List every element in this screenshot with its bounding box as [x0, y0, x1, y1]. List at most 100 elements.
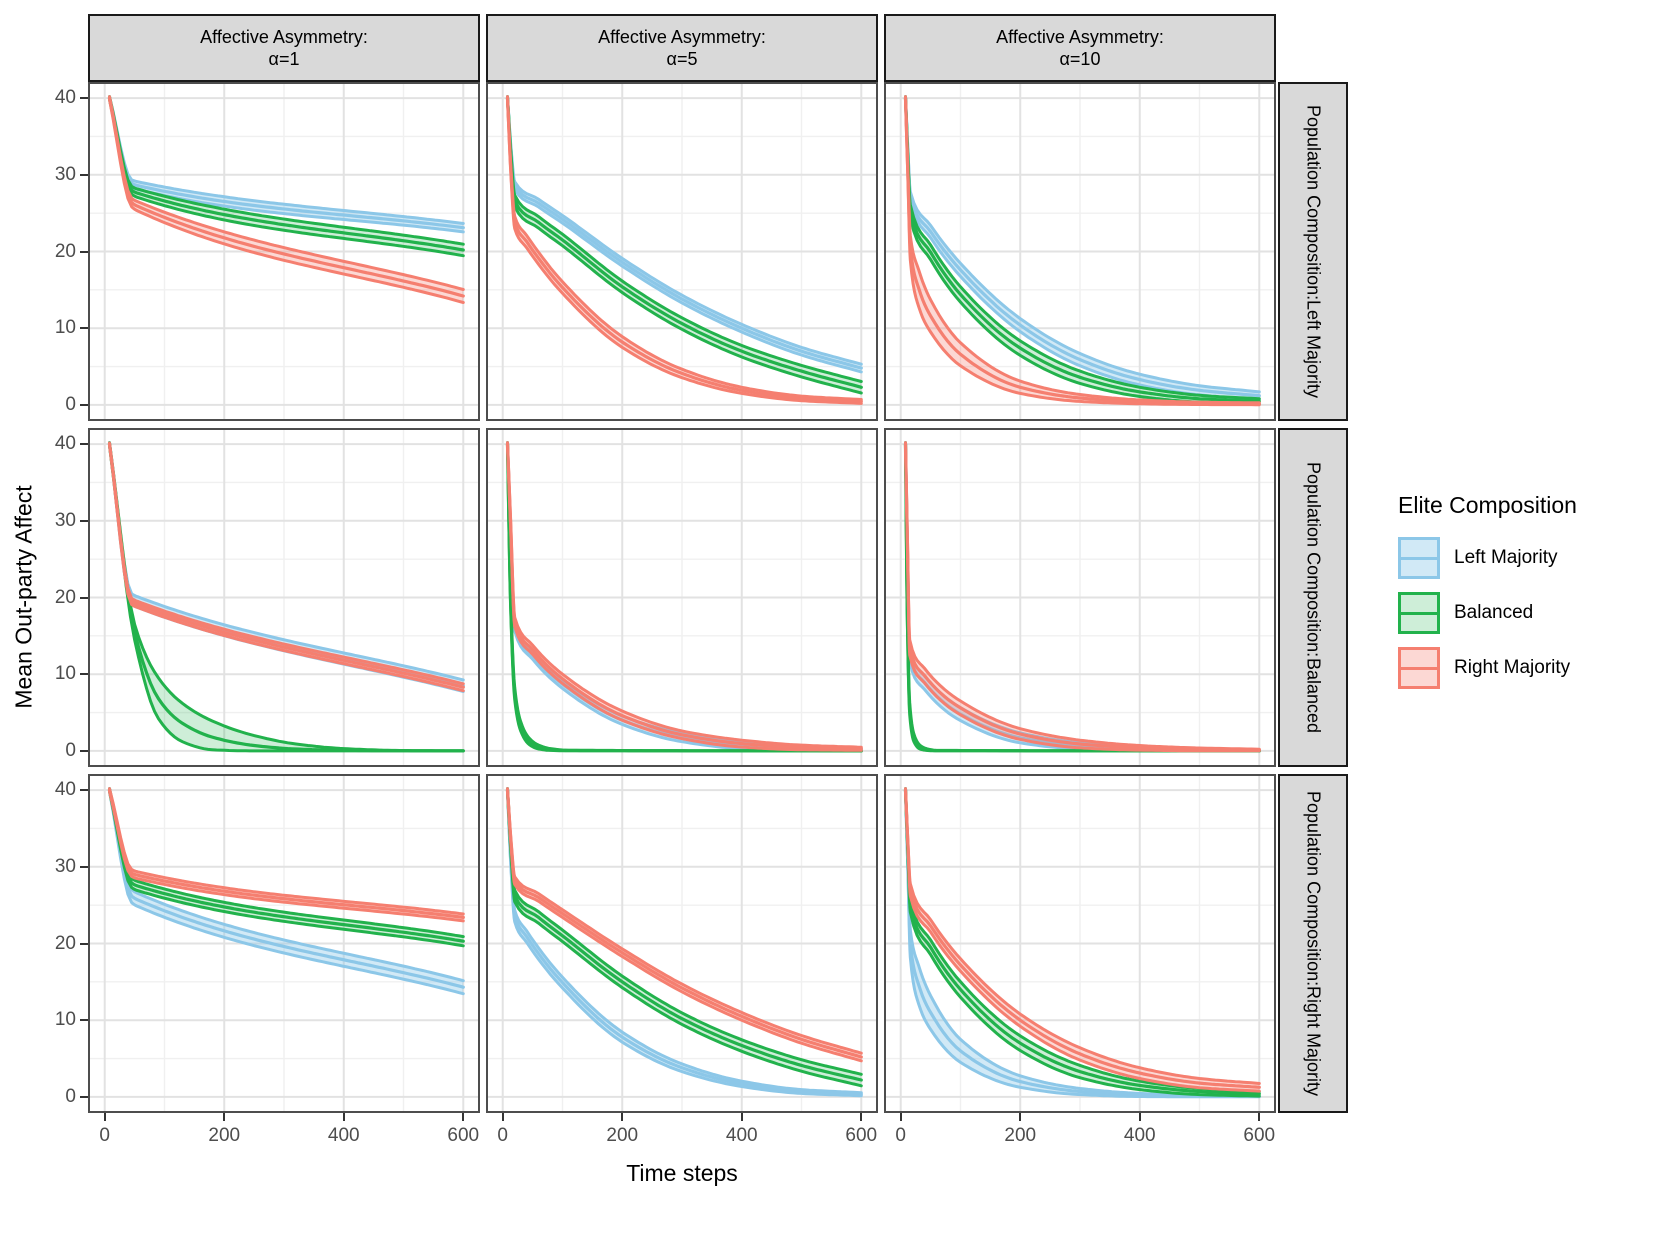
- x-tick-mark: [223, 1113, 226, 1121]
- series-right: [107, 787, 465, 923]
- series-right: [505, 787, 863, 1063]
- series-right: [505, 95, 863, 405]
- y-tick-label: 30: [54, 509, 76, 531]
- panel-r1-c1: [486, 428, 878, 767]
- panel-r0-c2: [884, 82, 1276, 421]
- legend-keyline: [1401, 666, 1437, 670]
- y-tick-label: 20: [54, 932, 76, 954]
- facet-row-strip-left-majority: Population Composition: Left Majority: [1278, 82, 1348, 421]
- y-tick-mark: [80, 97, 88, 100]
- facet-col-strip-line1: Affective Asymmetry:: [996, 26, 1164, 47]
- panel-r2-c0: [88, 774, 480, 1113]
- legend-label: Balanced: [1454, 602, 1534, 623]
- panel-r1-c2: [884, 428, 1276, 767]
- legend-item-right-majority: Right Majority: [1398, 647, 1658, 689]
- legend-keyline: [1401, 611, 1437, 615]
- x-tick-label: 400: [327, 1125, 360, 1146]
- y-tick-mark: [80, 327, 88, 330]
- x-tick-label: 600: [447, 1125, 480, 1146]
- series-right: [107, 95, 465, 304]
- facet-row-strip-line2: Left Majority: [1303, 300, 1324, 399]
- y-tick-mark: [80, 789, 88, 792]
- legend-label: Left Majority: [1454, 547, 1558, 568]
- y-tick-mark: [80, 596, 88, 599]
- x-tick-mark: [103, 1113, 106, 1121]
- series-right: [903, 441, 1261, 753]
- y-tick-label: 40: [54, 87, 76, 109]
- x-tick-label: 400: [725, 1125, 758, 1146]
- x-tick-mark: [740, 1113, 743, 1121]
- facet-row-strip-line2: Right Majority: [1303, 986, 1324, 1097]
- series-left: [505, 787, 863, 1098]
- series-balanced: [505, 787, 863, 1088]
- series-left: [505, 95, 863, 374]
- facet-row-strip-line1: Population Composition:: [1303, 790, 1324, 987]
- y-tick-label: 0: [65, 739, 76, 761]
- legend-keyline: [1401, 556, 1437, 560]
- x-tick-label: 200: [606, 1125, 639, 1146]
- panel-r1-c0: [88, 428, 480, 767]
- panel-r2-c1: [486, 774, 878, 1113]
- facet-row-strip-line2: Balanced: [1303, 657, 1324, 733]
- y-tick-label: 40: [54, 779, 76, 801]
- y-tick-label: 20: [54, 240, 76, 262]
- facet-row-strip-line1: Population Composition:: [1303, 104, 1324, 301]
- series-balanced: [505, 95, 863, 395]
- legend-key-balanced: [1398, 592, 1440, 634]
- facet-col-strip-alpha-1: Affective Asymmetry: α=1: [88, 14, 480, 82]
- x-tick-mark: [621, 1113, 624, 1121]
- y-tick-label: 30: [54, 163, 76, 185]
- y-tick-label: 20: [54, 586, 76, 608]
- x-tick-label: 600: [845, 1125, 878, 1146]
- legend-label: Right Majority: [1454, 657, 1571, 678]
- series-balanced: [107, 787, 465, 948]
- facet-row-strip-balanced: Population Composition: Balanced: [1278, 428, 1348, 767]
- x-tick-mark: [1258, 1113, 1261, 1121]
- panel-r0-c1: [486, 82, 878, 421]
- x-tick-mark: [899, 1113, 902, 1121]
- y-tick-label: 40: [54, 433, 76, 455]
- facet-col-strip-alpha-10: Affective Asymmetry: α=10: [884, 14, 1276, 82]
- x-tick-mark: [1138, 1113, 1141, 1121]
- series-right: [903, 95, 1261, 407]
- legend-item-left-majority: Left Majority: [1398, 537, 1658, 579]
- x-tick-label: 600: [1243, 1125, 1276, 1146]
- legend-key-left-majority: [1398, 537, 1440, 579]
- y-tick-mark: [80, 519, 88, 522]
- y-tick-label: 10: [54, 317, 76, 339]
- x-tick-mark: [501, 1113, 504, 1121]
- y-tick-label: 0: [65, 393, 76, 415]
- x-tick-label: 200: [208, 1125, 241, 1146]
- y-tick-label: 10: [54, 1009, 76, 1031]
- y-tick-label: 30: [54, 855, 76, 877]
- facet-row-strip-line1: Population Composition:: [1303, 462, 1324, 658]
- x-axis-title: Time steps: [626, 1160, 738, 1186]
- panel-r2-c2: [884, 774, 1276, 1113]
- y-tick-mark: [80, 443, 88, 446]
- x-tick-label: 0: [497, 1125, 508, 1146]
- y-tick-mark: [80, 1019, 88, 1022]
- series-balanced: [107, 95, 465, 258]
- y-tick-mark: [80, 865, 88, 868]
- y-tick-mark: [80, 942, 88, 945]
- y-tick-mark: [80, 673, 88, 676]
- y-axis-title: Mean Out-party Affect: [10, 485, 37, 709]
- series-balanced: [107, 441, 465, 753]
- x-tick-mark: [462, 1113, 465, 1121]
- x-tick-mark: [860, 1113, 863, 1121]
- y-tick-mark: [80, 403, 88, 406]
- panel-r0-c0: [88, 82, 480, 421]
- x-tick-label: 200: [1004, 1125, 1037, 1146]
- y-tick-mark: [80, 1095, 88, 1098]
- y-tick-mark: [80, 250, 88, 253]
- facet-col-strip-line1: Affective Asymmetry:: [598, 26, 766, 47]
- series-right: [107, 441, 465, 693]
- x-tick-mark: [342, 1113, 345, 1121]
- y-tick-mark: [80, 173, 88, 176]
- x-tick-mark: [1019, 1113, 1022, 1121]
- y-tick-label: 10: [54, 663, 76, 685]
- series-right: [903, 787, 1261, 1093]
- facet-col-strip-line1: Affective Asymmetry:: [200, 26, 368, 47]
- series-right: [505, 441, 863, 752]
- legend-key-right-majority: [1398, 647, 1440, 689]
